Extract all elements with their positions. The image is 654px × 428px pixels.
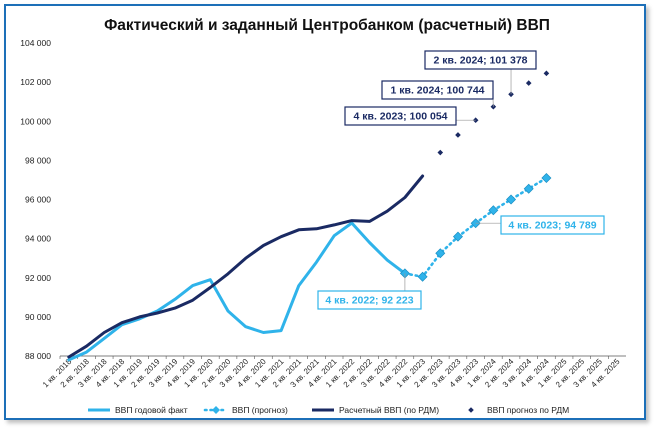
legend-label: ВВП (прогноз): [232, 405, 288, 415]
callout-4-кв-2022: 4 кв. 2022; 92 223: [317, 273, 422, 310]
legend-swatch-marker: [212, 406, 220, 414]
y-tick-label: 92 000: [25, 273, 51, 283]
callout-2-кв-2024: 2 кв. 2024; 101 378: [424, 50, 537, 95]
legend: ВВП годовой факт ВВП (прогноз) Расчетный В…: [88, 405, 569, 415]
data-point-marker: [488, 205, 499, 216]
legend-item-ввп-прогноз-по-рдм: ВВП прогноз по РДМ: [468, 405, 569, 415]
callout-label: 2 кв. 2024; 101 378: [433, 55, 527, 67]
legend-label: Расчетный ВВП (по РДМ): [339, 405, 439, 415]
y-tick-label: 98 000: [25, 155, 51, 165]
series-ввп-годовой-факт: [67, 221, 407, 362]
series-расчетный-ввп-по-рдм: [67, 174, 425, 359]
data-point-marker: [523, 183, 534, 194]
legend-item-расчетный-ввп-по-рдм: Расчетный ВВП (по РДМ): [312, 405, 439, 415]
callout-label: 4 кв. 2023; 94 789: [508, 220, 596, 232]
y-tick-label: 96 000: [25, 195, 51, 205]
axes: 88 000 90 000 92 000 94 000 96 000 98 000 100 …: [20, 38, 626, 389]
callouts: 2 кв. 2024; 101 378 1 кв. 2024; 100 744 4 …: [317, 50, 605, 310]
legend-item-ввп-годовой-факт: ВВП годовой факт: [88, 405, 188, 415]
callout-1-кв-2024: 1 кв. 2024; 100 744: [381, 80, 494, 107]
series-layer: [67, 70, 552, 362]
callout-box: [317, 290, 422, 310]
y-tick-label: 90 000: [25, 312, 51, 322]
data-point-marker: [417, 271, 428, 282]
data-point-marker: [470, 218, 481, 229]
callout-label: 4 кв. 2022; 92 223: [325, 295, 413, 307]
series-line: [67, 174, 425, 359]
callout-box: [500, 215, 605, 235]
legend-item-ввп-прогноз: ВВП (прогноз): [203, 405, 288, 415]
y-tick-label: 88 000: [25, 351, 51, 361]
data-point-marker: [455, 132, 461, 138]
legend-label: ВВП годовой факт: [115, 405, 188, 415]
callout-box: [344, 106, 457, 126]
data-point-marker: [435, 248, 446, 259]
callout-4-кв-2023: 4 кв. 2023; 94 789: [475, 215, 605, 235]
data-point-marker: [541, 172, 552, 183]
chart-frame: [4, 4, 646, 420]
data-point-marker: [437, 149, 444, 156]
y-tick-label: 94 000: [25, 234, 51, 244]
data-point-marker: [543, 70, 550, 77]
y-tick-label: 104 000: [20, 38, 51, 48]
callout-box: [424, 50, 537, 70]
callout-label: 4 кв. 2023; 100 054: [353, 111, 447, 123]
data-point-marker: [452, 231, 463, 242]
data-point-marker: [506, 194, 517, 205]
y-tick-label: 100 000: [20, 116, 51, 126]
series-line: [67, 221, 407, 362]
legend-label: ВВП прогноз по РДМ: [487, 405, 569, 415]
chart-title: Фактический и заданный Центробанком (рас…: [104, 17, 550, 34]
callout-4-кв-2023: 4 кв. 2023; 100 054: [344, 106, 476, 126]
callout-label: 1 кв. 2024; 100 744: [390, 85, 484, 97]
y-tick-label: 102 000: [20, 77, 51, 87]
data-point-marker: [525, 80, 532, 86]
legend-swatch-marker: [468, 407, 474, 413]
callout-box: [381, 80, 494, 100]
